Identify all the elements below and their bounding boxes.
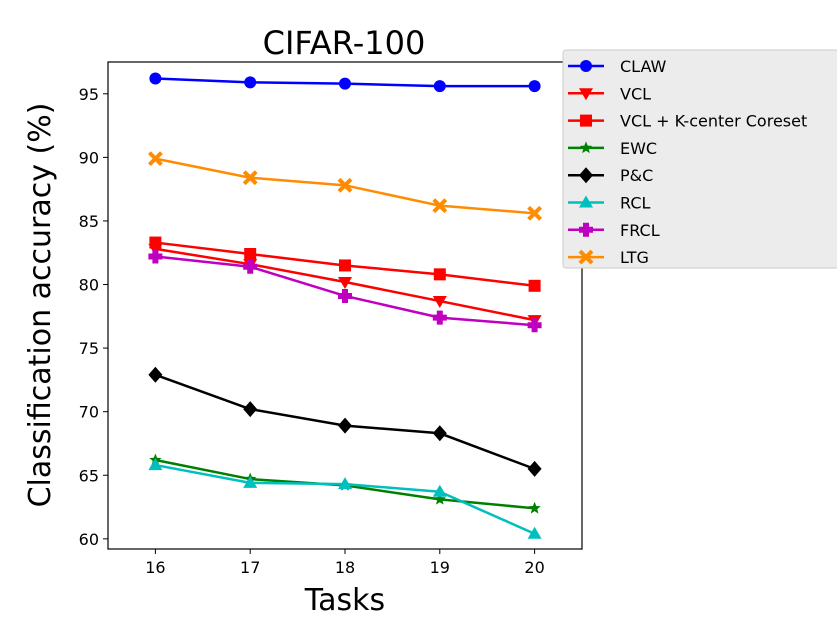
series-layer [147, 72, 543, 539]
legend-item-rcl: RCL [568, 194, 650, 213]
series-vcl-k-center-coreset [149, 236, 541, 292]
legend-marker-claw [580, 60, 592, 72]
legend-label: CLAW [620, 57, 667, 76]
data-point-vcl-k-center-coreset [433, 268, 446, 281]
data-point-vcl-k-center-coreset [339, 259, 351, 272]
data-point-ewc [433, 492, 446, 505]
legend: CLAW VCL VCL + K-center Coreset EWC P&C RCL FR… [562, 49, 837, 269]
series-p-c [148, 366, 542, 477]
data-point-ltg [337, 177, 353, 193]
data-point-ltg [242, 170, 258, 186]
x-tick-label: 19 [430, 558, 450, 577]
legend-marker-ltg [578, 249, 594, 265]
data-point-p-c [527, 460, 542, 477]
y-axis-label: Classification accuracy (%) [23, 103, 58, 508]
x-tick-label: 18 [335, 558, 355, 577]
data-point-claw [433, 80, 446, 93]
series-frcl [148, 249, 542, 333]
legend-marker-vcl [579, 88, 593, 101]
data-point-rcl [432, 484, 447, 497]
data-point-frcl [148, 249, 163, 264]
data-point-p-c [243, 401, 258, 418]
data-point-ewc [528, 501, 541, 514]
data-point-rcl [527, 526, 542, 539]
data-point-claw [339, 77, 351, 90]
data-point-frcl [338, 288, 352, 303]
x-axis: 16 17 18 19 20 [145, 549, 545, 577]
data-point-claw [149, 72, 162, 85]
series-vcl [148, 243, 542, 328]
legend-label: EWC [620, 139, 657, 158]
series-claw [149, 72, 541, 93]
y-tick-label: 90 [79, 148, 99, 167]
data-point-p-c [432, 425, 447, 442]
chart-title: CIFAR-100 [263, 24, 426, 62]
data-point-p-c [338, 417, 352, 434]
data-point-rcl [148, 458, 163, 471]
legend-item-claw: CLAW [568, 57, 667, 76]
x-tick-label: 17 [240, 558, 260, 577]
legend-item-ltg: LTG [568, 248, 649, 267]
data-point-frcl [243, 259, 258, 274]
data-point-vcl-k-center-coreset [244, 248, 257, 261]
x-axis-label: Tasks [304, 583, 385, 618]
data-point-ltg [527, 205, 543, 221]
data-point-ltg [432, 198, 448, 214]
data-point-rcl [338, 477, 352, 490]
legend-label: VCL [620, 84, 651, 103]
y-tick-label: 70 [79, 403, 99, 422]
data-point-claw [244, 76, 257, 89]
y-tick-label: 65 [79, 466, 99, 485]
data-point-vcl [338, 276, 352, 289]
legend-marker-p-c [579, 167, 593, 184]
data-point-vcl [432, 296, 447, 309]
x-tick-label: 20 [524, 558, 544, 577]
legend-item-p-c: P&C [568, 166, 653, 185]
data-point-ltg [147, 151, 163, 167]
data-point-rcl [243, 475, 258, 488]
x-tick-label: 16 [145, 558, 165, 577]
y-tick-label: 80 [79, 276, 99, 295]
legend-box [562, 49, 837, 269]
data-point-p-c [148, 366, 163, 383]
data-point-frcl [432, 310, 447, 325]
legend-label: P&C [620, 166, 653, 185]
y-tick-label: 60 [79, 530, 99, 549]
legend-label: FRCL [620, 221, 660, 240]
legend-marker-ewc [579, 141, 593, 154]
legend-marker-vcl-k-center-coreset [580, 114, 592, 127]
legend-label: LTG [620, 248, 649, 267]
legend-item-frcl: FRCL [568, 221, 660, 240]
data-point-frcl [527, 318, 542, 333]
data-point-claw [528, 80, 541, 93]
legend-marker-rcl [579, 195, 593, 208]
legend-item-vcl: VCL [568, 84, 651, 103]
legend-item-ewc: EWC [568, 139, 657, 158]
data-point-vcl-k-center-coreset [528, 279, 541, 292]
legend-label: VCL + K-center Coreset [620, 112, 807, 131]
y-tick-label: 75 [79, 339, 99, 358]
legend-marker-frcl [579, 222, 593, 237]
plot-area-frame [107, 61, 583, 550]
legend-label: RCL [620, 194, 650, 213]
y-tick-label: 85 [79, 212, 99, 231]
series-line-rcl [155, 463, 536, 535]
y-tick-label: 95 [79, 85, 99, 104]
data-point-vcl-k-center-coreset [149, 236, 162, 249]
y-axis: 60 65 70 75 80 85 90 95 [79, 85, 108, 549]
series-ltg [147, 151, 543, 221]
series-rcl [148, 458, 542, 539]
legend-item-vcl-k-center-coreset: VCL + K-center Coreset [568, 112, 807, 131]
